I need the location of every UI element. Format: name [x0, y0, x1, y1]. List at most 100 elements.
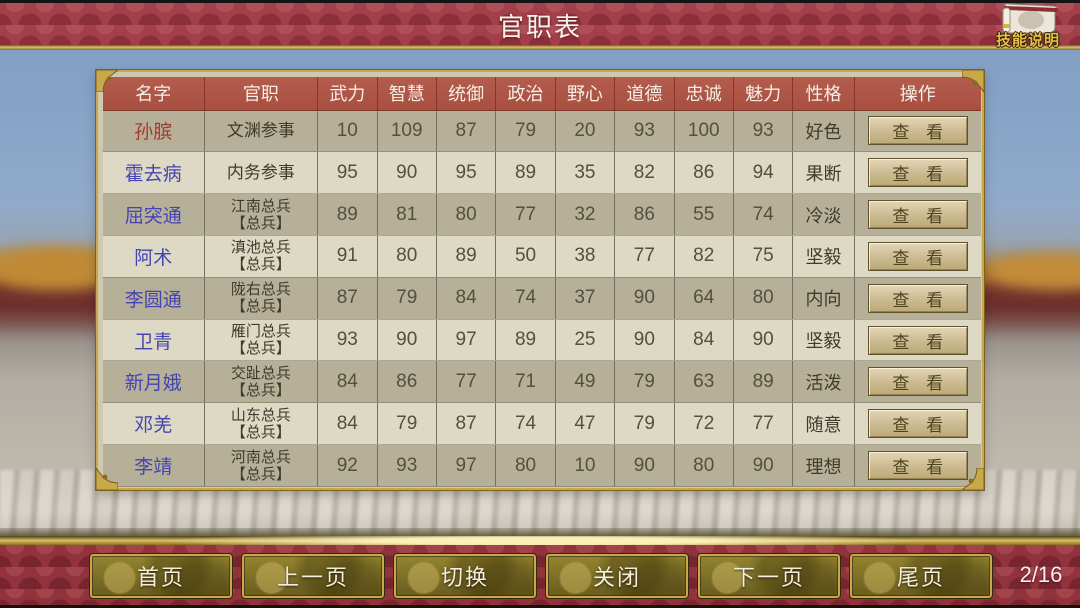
- officer-personality: 好色: [792, 110, 855, 153]
- next-page-button[interactable]: 下一页: [697, 553, 841, 599]
- table-row: 卫青 雁门总兵 【总兵】 93 90 97 89 25 90 84 90 坚毅查 看: [103, 319, 981, 362]
- stat-value: 74: [495, 402, 556, 446]
- stat-value: 79: [614, 360, 675, 404]
- stat-value: 75: [732, 235, 793, 278]
- stat-value: 90: [732, 319, 793, 362]
- stat-value: 87: [435, 402, 496, 446]
- officer-personality: 随意: [792, 402, 855, 446]
- action-cell: 查 看: [853, 402, 981, 446]
- stat-value: 97: [435, 444, 496, 487]
- action-cell: 查 看: [853, 151, 981, 195]
- officials-table: 名字 官职 武力 智慧 统御 政治 野心 道德 忠诚 魅力 性格 操作 孙膑 文渊参事 10 109 87 79…: [103, 77, 981, 487]
- stat-value: 10: [554, 444, 615, 487]
- stat-value: 25: [554, 319, 615, 362]
- action-cell: 查 看: [853, 277, 981, 320]
- stat-value: 37: [554, 277, 615, 320]
- stat-value: 93: [614, 110, 675, 153]
- officer-name: 阿术: [103, 235, 205, 278]
- stat-value: 82: [614, 151, 675, 195]
- officer-personality: 冷淡: [792, 193, 855, 236]
- stat-value: 64: [673, 277, 734, 320]
- stat-value: 35: [554, 151, 615, 195]
- officer-personality: 理想: [792, 444, 855, 487]
- stat-value: 38: [554, 235, 615, 278]
- view-button[interactable]: 查 看: [867, 325, 968, 355]
- column-header: 智慧: [376, 77, 437, 111]
- action-cell: 查 看: [853, 319, 981, 362]
- table-row: 阿术 滇池总兵 【总兵】 91 80 89 50 38 77 82 75 坚毅查 看: [103, 235, 981, 278]
- column-header: 统御: [435, 77, 496, 111]
- stat-value: 91: [317, 235, 378, 278]
- officer-personality: 内向: [792, 277, 855, 320]
- table-row: 李靖 河南总兵 【总兵】 92 93 97 80 10 90 80 90 理想查 看: [103, 444, 981, 487]
- action-cell: 查 看: [853, 110, 981, 153]
- stat-value: 84: [317, 402, 378, 446]
- title-bar-pattern: [0, 3, 1080, 45]
- switch-button[interactable]: 切换: [393, 553, 537, 599]
- stat-value: 71: [495, 360, 556, 404]
- stat-value: 89: [435, 235, 496, 278]
- officer-position: 交趾总兵 【总兵】: [203, 360, 318, 404]
- officer-position: 雁门总兵 【总兵】: [203, 319, 318, 362]
- first-page-button[interactable]: 首页: [89, 553, 233, 599]
- skill-description-label: 技能说明: [995, 32, 1060, 49]
- column-header: 魅力: [732, 77, 793, 111]
- skill-description-button[interactable]: 技能说明: [978, 0, 1078, 52]
- last-page-button[interactable]: 尾页: [849, 553, 993, 599]
- pagination-controls: 首页 上一页 切换 关闭 下一页 尾页: [89, 553, 993, 599]
- stat-value: 47: [554, 402, 615, 446]
- stat-value: 93: [732, 110, 793, 153]
- view-button[interactable]: 查 看: [867, 241, 968, 271]
- stat-value: 86: [376, 360, 437, 404]
- stat-value: 94: [732, 151, 793, 195]
- column-header: 政治: [495, 77, 556, 111]
- floor-shadow-strip: [0, 528, 1080, 538]
- stat-value: 79: [614, 402, 675, 446]
- officer-position: 山东总兵 【总兵】: [203, 402, 318, 446]
- footer-bar: 首页 上一页 切换 关闭 下一页 尾页 2/16: [0, 536, 1080, 608]
- action-cell: 查 看: [853, 235, 981, 278]
- table-body: 孙膑 文渊参事 10 109 87 79 20 93 100 93 好色查 看霍去病 内务参事 95 90…: [103, 110, 981, 487]
- stat-value: 90: [376, 319, 437, 362]
- corner-ornament: [96, 70, 118, 92]
- officer-name: 李圆通: [103, 277, 205, 320]
- view-button[interactable]: 查 看: [867, 116, 968, 146]
- view-button[interactable]: 查 看: [867, 451, 968, 481]
- view-button[interactable]: 查 看: [867, 158, 968, 188]
- stat-value: 86: [614, 193, 675, 236]
- stat-value: 86: [673, 151, 734, 195]
- stat-value: 89: [495, 319, 556, 362]
- stat-value: 84: [317, 360, 378, 404]
- stat-value: 87: [435, 110, 496, 153]
- column-header: 名字: [103, 77, 205, 111]
- stat-value: 93: [317, 319, 378, 362]
- officials-table-panel: 名字 官职 武力 智慧 统御 政治 野心 道德 忠诚 魅力 性格 操作 孙膑 文渊参事 10 109 87 79…: [95, 69, 985, 491]
- table-row: 邓羌 山东总兵 【总兵】 84 79 87 74 47 79 72 77 随意查 看: [103, 402, 981, 446]
- column-header: 官职: [203, 77, 318, 111]
- view-button[interactable]: 查 看: [867, 367, 968, 397]
- view-button[interactable]: 查 看: [867, 409, 968, 439]
- officer-name: 李靖: [103, 444, 205, 487]
- table-row: 屈突通 江南总兵 【总兵】 89 81 80 77 32 86 55 74 冷淡查 看: [103, 193, 981, 236]
- column-header: 道德: [614, 77, 675, 111]
- stat-value: 97: [435, 319, 496, 362]
- title-bar-gold-trim: [0, 45, 1080, 50]
- officer-name: 卫青: [103, 319, 205, 362]
- action-cell: 查 看: [853, 444, 981, 487]
- footer-gold-trim: [0, 536, 1080, 546]
- column-header: 武力: [317, 77, 378, 111]
- prev-page-button[interactable]: 上一页: [241, 553, 385, 599]
- corner-ornament: [96, 468, 118, 490]
- stat-value: 20: [554, 110, 615, 153]
- close-button[interactable]: 关闭: [545, 553, 689, 599]
- stat-value: 80: [435, 193, 496, 236]
- title-bar-top-edge: [0, 0, 1080, 3]
- view-button[interactable]: 查 看: [867, 283, 968, 313]
- stat-value: 80: [376, 235, 437, 278]
- stat-value: 77: [732, 402, 793, 446]
- stat-value: 50: [495, 235, 556, 278]
- stat-value: 100: [673, 110, 734, 153]
- stat-value: 79: [376, 277, 437, 320]
- view-button[interactable]: 查 看: [867, 200, 968, 230]
